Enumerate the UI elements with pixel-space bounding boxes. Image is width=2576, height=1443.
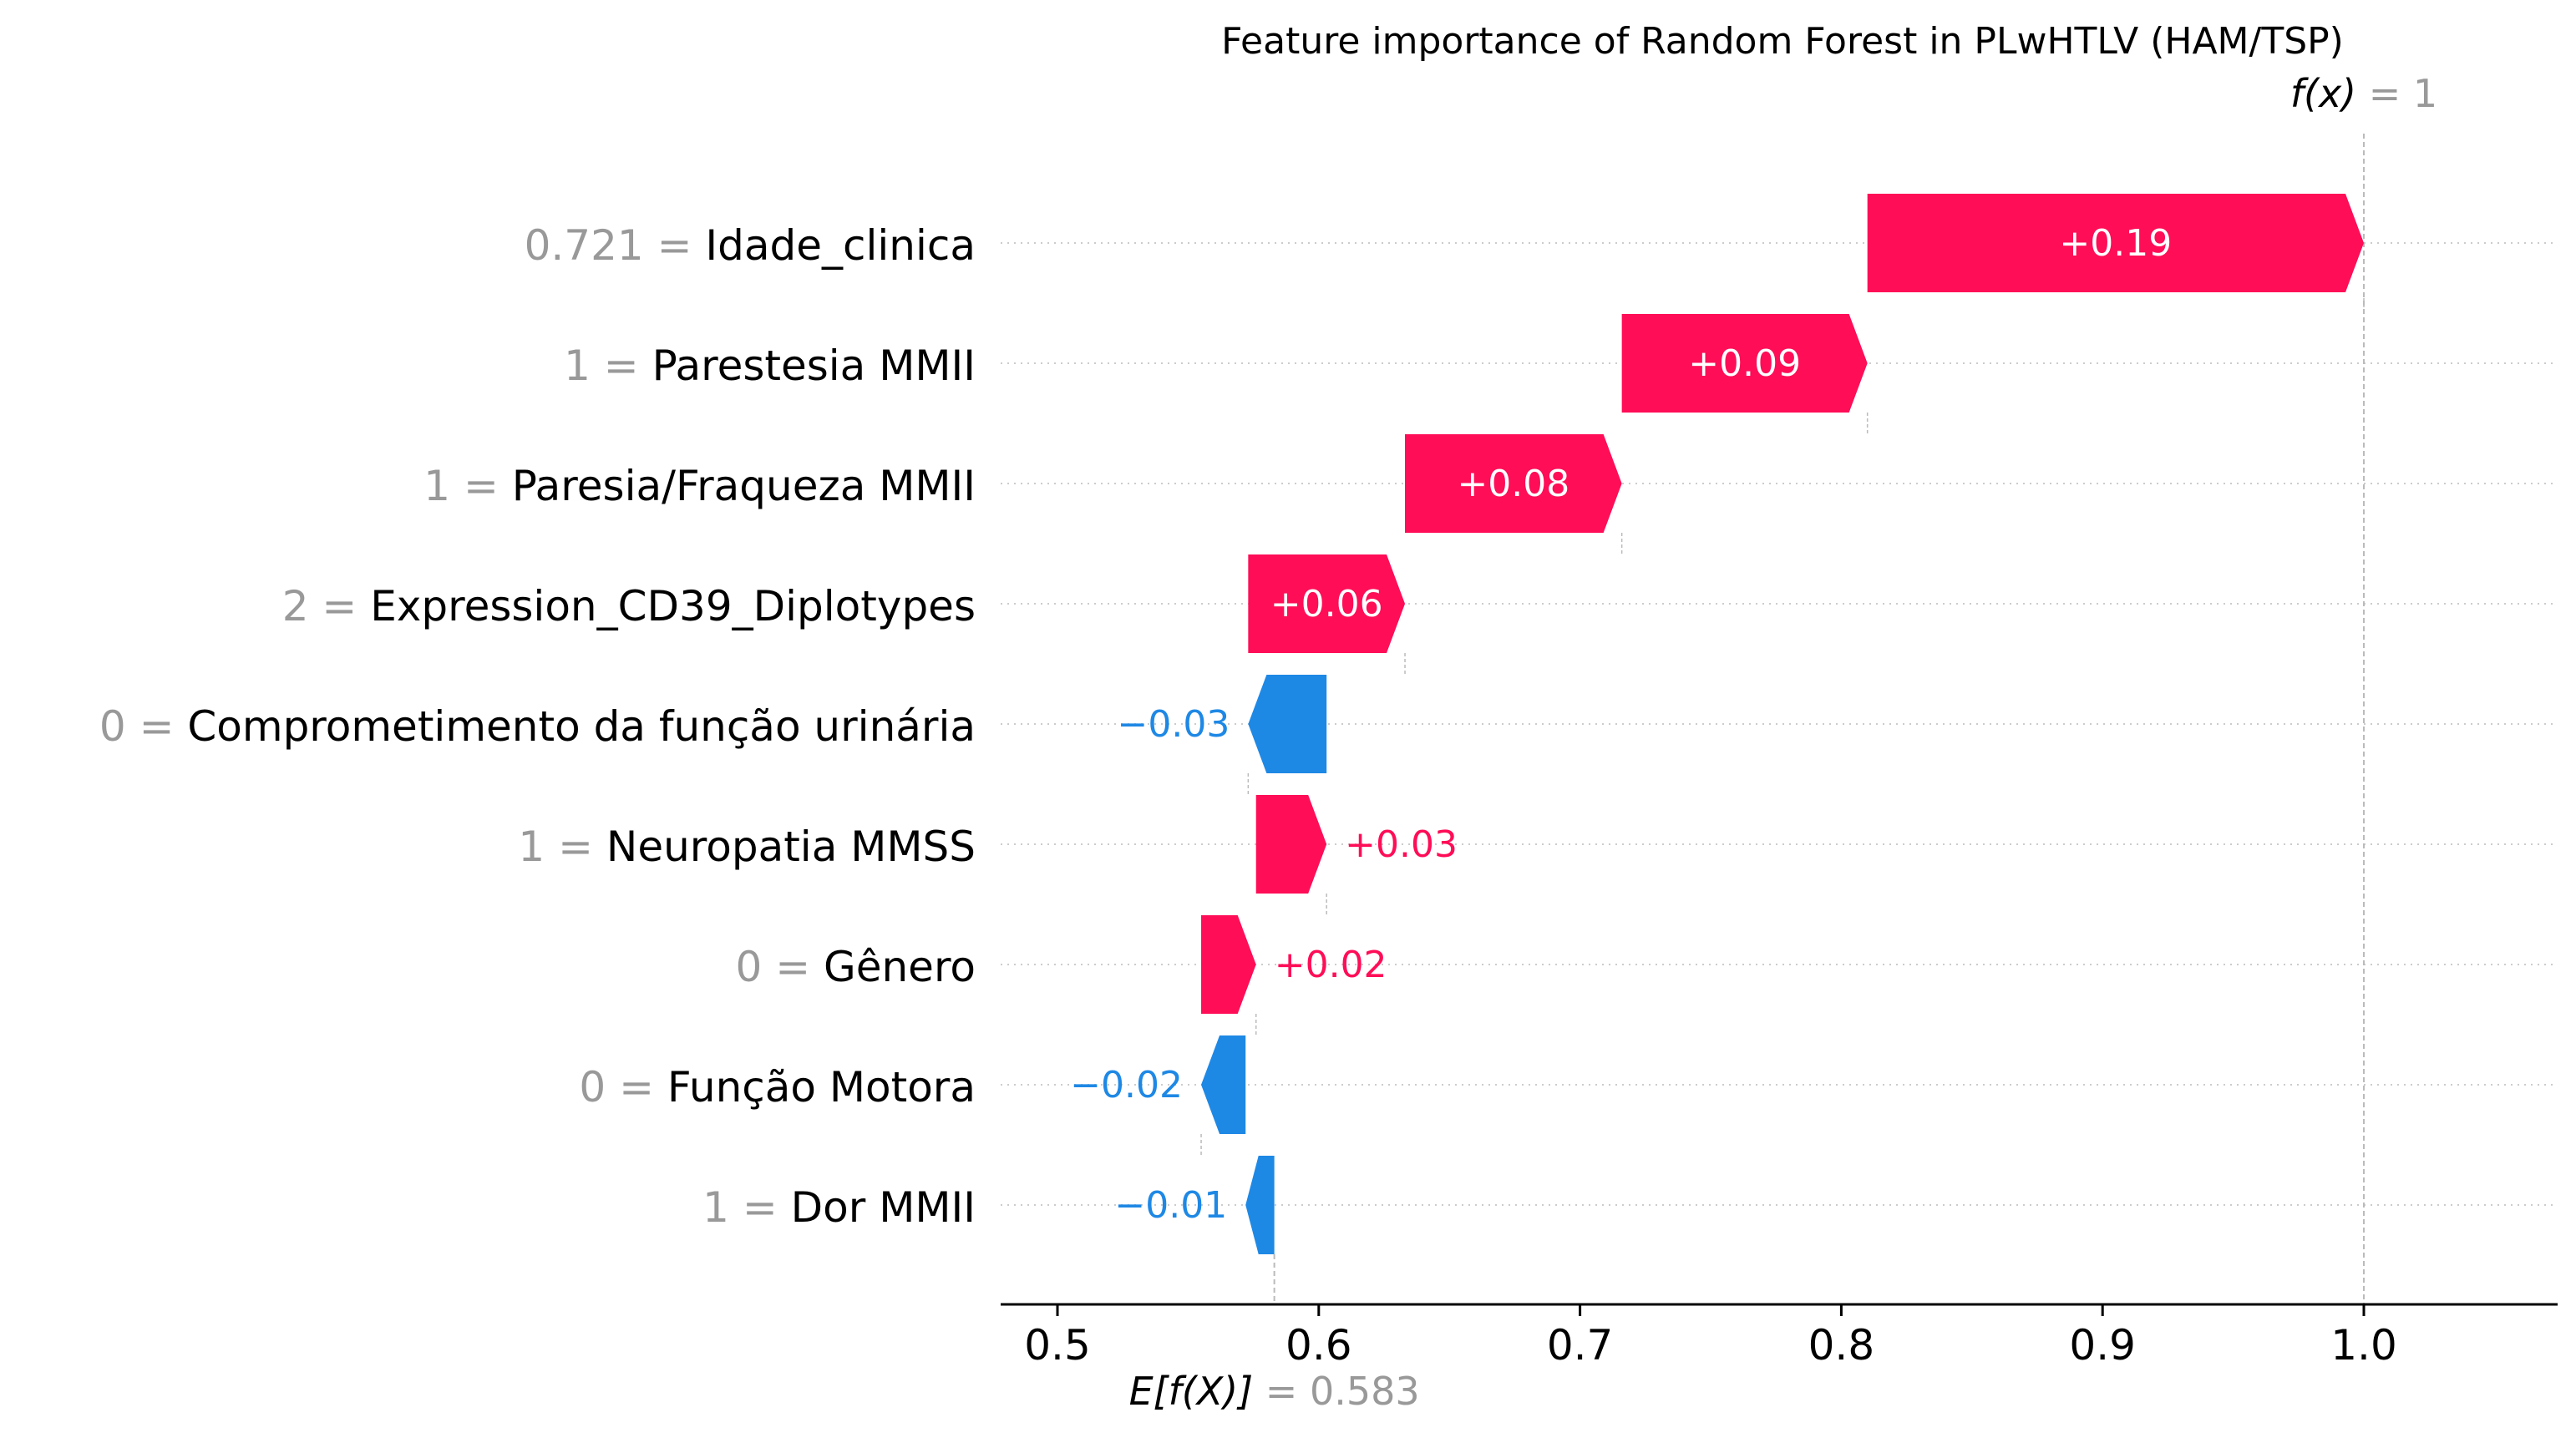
negative-contribution-bar: [1245, 1156, 1275, 1254]
positive-contribution-bar: [1248, 554, 1406, 653]
contribution-label: −0.02: [1070, 1064, 1183, 1106]
x-tick-label: 0.5: [1024, 1321, 1091, 1370]
contribution-label: +0.08: [1457, 463, 1569, 505]
feature-label: 0.721 = Idade_clinica: [525, 221, 976, 270]
feature-value: 0 =: [99, 702, 188, 751]
positive-contribution-bar: [1867, 194, 2364, 292]
base-value-label: E[f(X)] = 0.583: [1129, 1369, 1420, 1414]
feature-label: 2 = Expression_CD39_Diplotypes: [282, 582, 976, 630]
feature-name: Função Motora: [667, 1063, 976, 1111]
feature-name: Neuropatia MMSS: [606, 823, 976, 871]
positive-contribution-bar: [1201, 915, 1256, 1014]
feature-value: 0.721 =: [525, 221, 706, 270]
contribution-label: +0.03: [1345, 823, 1458, 866]
feature-value: 1 =: [564, 342, 652, 390]
output-value-label: f(x) = 1: [2290, 71, 2437, 116]
feature-name: Expression_CD39_Diplotypes: [370, 582, 976, 630]
feature-label: 1 = Parestesia MMII: [564, 342, 976, 390]
feature-value: 0 =: [735, 943, 824, 991]
negative-contribution-bar: [1201, 1035, 1246, 1134]
contribution-label: +0.02: [1275, 944, 1387, 986]
feature-value: 2 =: [282, 582, 371, 630]
x-tick-label: 1.0: [2330, 1321, 2397, 1370]
feature-value: 1 =: [518, 823, 606, 871]
positive-contribution-bar: [1255, 795, 1327, 894]
feature-value: 1 =: [702, 1183, 791, 1232]
contribution-label: +0.09: [1688, 342, 1801, 385]
x-tick-label: 0.9: [2069, 1321, 2136, 1370]
base-value: = 0.583: [1253, 1369, 1419, 1414]
positive-contribution-bar: [1621, 314, 1868, 413]
chart-title: Feature importance of Random Forest in P…: [1221, 20, 2344, 63]
feature-label: 1 = Neuropatia MMSS: [518, 823, 976, 871]
contribution-label: +0.06: [1270, 583, 1383, 625]
x-tick-label: 0.8: [1808, 1321, 1875, 1370]
negative-contribution-bar: [1248, 675, 1327, 773]
feature-label: 1 = Paresia/Fraqueza MMII: [423, 462, 976, 510]
feature-name: Dor MMII: [791, 1183, 976, 1232]
x-tick-label: 0.6: [1285, 1321, 1352, 1370]
contribution-label: −0.01: [1114, 1184, 1227, 1227]
feature-label: 0 = Função Motora: [579, 1063, 976, 1111]
feature-name: Gênero: [824, 943, 976, 991]
feature-name: Parestesia MMII: [652, 342, 976, 390]
feature-label: 0 = Comprometimento da função urinária: [99, 702, 976, 751]
feature-label: 1 = Dor MMII: [702, 1183, 976, 1232]
feature-value: 0 =: [579, 1063, 667, 1111]
positive-contribution-bar: [1405, 434, 1622, 533]
feature-name: Paresia/Fraqueza MMII: [512, 462, 976, 510]
contribution-label: −0.03: [1118, 703, 1230, 746]
feature-value: 1 =: [423, 462, 512, 510]
base-label: E[f(X)]: [1129, 1369, 1254, 1414]
feature-name: Comprometimento da função urinária: [187, 702, 976, 751]
output-label: f(x): [2290, 71, 2356, 116]
output-value: = 1: [2356, 71, 2437, 116]
x-tick-label: 0.7: [1547, 1321, 1614, 1370]
feature-label: 0 = Gênero: [735, 943, 976, 991]
contribution-label: +0.19: [2059, 222, 2172, 265]
feature-name: Idade_clinica: [705, 221, 976, 270]
